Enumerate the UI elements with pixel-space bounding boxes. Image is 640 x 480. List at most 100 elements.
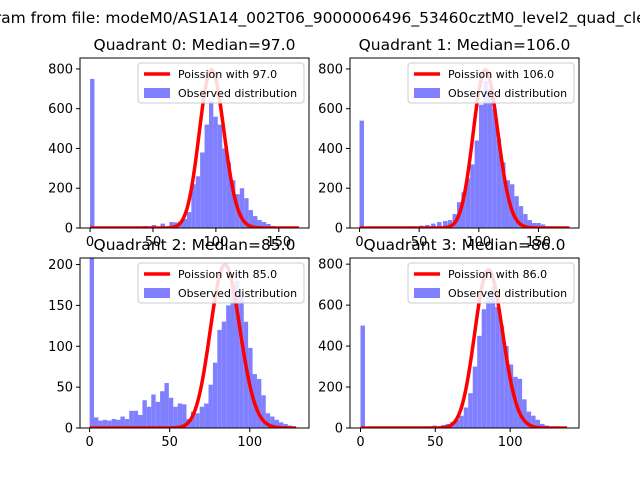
plot-area: [89, 258, 297, 428]
histogram-bar: [477, 335, 482, 428]
y-tick-label: 0: [65, 422, 73, 437]
legend-line-label: Poission with 106.0: [448, 68, 554, 81]
histogram-bar: [540, 423, 545, 428]
histogram-bar: [90, 78, 95, 228]
y-tick-label: 150: [48, 299, 73, 314]
poisson-curve: [89, 263, 297, 428]
axes-frame: [349, 257, 580, 429]
histogram-bar: [431, 223, 436, 228]
histogram-bar: [191, 184, 196, 228]
subplot-title: Quadrant 2: Median=85.0: [94, 236, 296, 254]
histogram-bar: [536, 223, 541, 228]
y-tick-label: 600: [318, 299, 343, 314]
histogram-bar: [278, 422, 284, 428]
histogram-bar: [102, 419, 108, 428]
histogram-bar: [204, 124, 209, 228]
y-tick-label: 600: [318, 102, 343, 117]
histogram-bar: [504, 346, 509, 428]
histogram-bar: [142, 400, 147, 428]
legend-box: [407, 62, 575, 104]
histogram-bar: [239, 295, 244, 428]
histogram-bar: [204, 403, 209, 428]
x-tick-label: 0: [355, 235, 363, 250]
histogram-bar: [168, 397, 174, 428]
x-tick-label: 50: [427, 435, 444, 450]
legend: Poission with 86.0 Observed distribution: [407, 262, 575, 304]
histogram-bar: [138, 414, 143, 428]
legend-box: [407, 262, 575, 304]
histogram-bar: [226, 162, 231, 228]
histogram-bar: [177, 403, 183, 428]
histogram-bar: [531, 415, 536, 428]
histogram-bar: [190, 411, 196, 428]
legend-patch-label: Observed distribution: [178, 287, 297, 300]
legend: Poission with 85.0 Observed distribution: [137, 262, 305, 304]
legend: Poission with 106.0 Observed distribution: [407, 62, 575, 104]
histogram-bar: [253, 216, 258, 228]
histogram-bar: [133, 410, 139, 428]
histogram-bar: [182, 219, 187, 228]
histogram-bar: [230, 180, 236, 228]
subplot-title: Quadrant 0: Median=97.0: [94, 36, 296, 54]
x-tick-label: 0: [356, 435, 364, 450]
histogram-bar: [182, 404, 187, 428]
histogram-bar: [199, 406, 205, 428]
histogram-bar: [472, 366, 478, 428]
figure-suptitle: Histogram from file: modeM0/AS1A14_002T0…: [0, 9, 640, 28]
histogram-bar: [120, 416, 125, 428]
y-tick-label: 50: [56, 381, 73, 396]
histogram-bar: [492, 108, 497, 228]
y-tick-label: 0: [65, 222, 73, 237]
legend-patch-swatch: [414, 88, 440, 98]
histogram-bar: [496, 138, 502, 228]
y-tick-label: 400: [318, 142, 343, 157]
x-tick-label: 100: [466, 235, 491, 250]
histogram-bar: [360, 325, 365, 428]
x-tick-label: 100: [498, 435, 523, 450]
subplot-quadrant-2: 0 50 100 0 50 100 150 200 Quadrant 2: Median=85.…: [48, 236, 310, 450]
histogram-bar: [517, 378, 523, 428]
legend-line-label: Poission with 97.0: [178, 68, 277, 81]
histogram-bar: [359, 120, 364, 228]
histogram-bar: [256, 378, 262, 428]
histogram-bar: [234, 280, 240, 428]
histogram-bar: [155, 401, 161, 428]
x-tick-label: 50: [161, 435, 178, 450]
histogram-bar: [454, 419, 460, 428]
histogram-bar: [94, 417, 99, 428]
x-tick-label: 100: [237, 435, 262, 450]
histogram-bar: [495, 307, 500, 428]
histogram-bar: [490, 286, 496, 428]
y-tick-label: 0: [335, 422, 343, 437]
legend-patch-label: Observed distribution: [448, 287, 567, 300]
histogram-bar: [217, 124, 223, 228]
histogram-bar: [213, 116, 218, 228]
histogram-bar: [151, 394, 156, 428]
histogram-bar: [208, 100, 214, 228]
x-tick-label: 0: [86, 235, 94, 250]
histogram-bar: [239, 188, 245, 228]
x-tick-label: 150: [526, 235, 551, 250]
histogram-bar: [459, 415, 464, 428]
histogram-bar: [124, 419, 130, 428]
histogram-bar: [221, 321, 227, 428]
histogram-bar: [265, 413, 271, 428]
histogram-bar: [447, 220, 453, 228]
y-tick-label: 200: [318, 381, 343, 396]
subplot-quadrant-1: 0 50 100 150 0 200 400 600 800 Quadrant 1: Median…: [318, 36, 580, 250]
histogram-bar: [535, 419, 541, 428]
histogram-bar: [107, 420, 112, 428]
histogram-bar: [283, 423, 288, 428]
histogram-bar: [526, 411, 532, 428]
legend-line-label: Poission with 86.0: [448, 268, 547, 281]
histogram-bar: [230, 287, 235, 428]
histogram-bar: [481, 309, 487, 428]
legend-line-label: Poission with 85.0: [178, 268, 277, 281]
histogram-bar: [98, 420, 103, 428]
histogram-bar: [164, 383, 169, 428]
subplot-panels: 0 50 100 150 0 200 400 600 800 Quadrant 0: Median…: [48, 36, 580, 450]
histogram-bar: [195, 413, 200, 428]
histogram-bar: [212, 362, 218, 428]
histogram-bar: [244, 198, 249, 228]
x-tick-label: 150: [266, 235, 291, 250]
